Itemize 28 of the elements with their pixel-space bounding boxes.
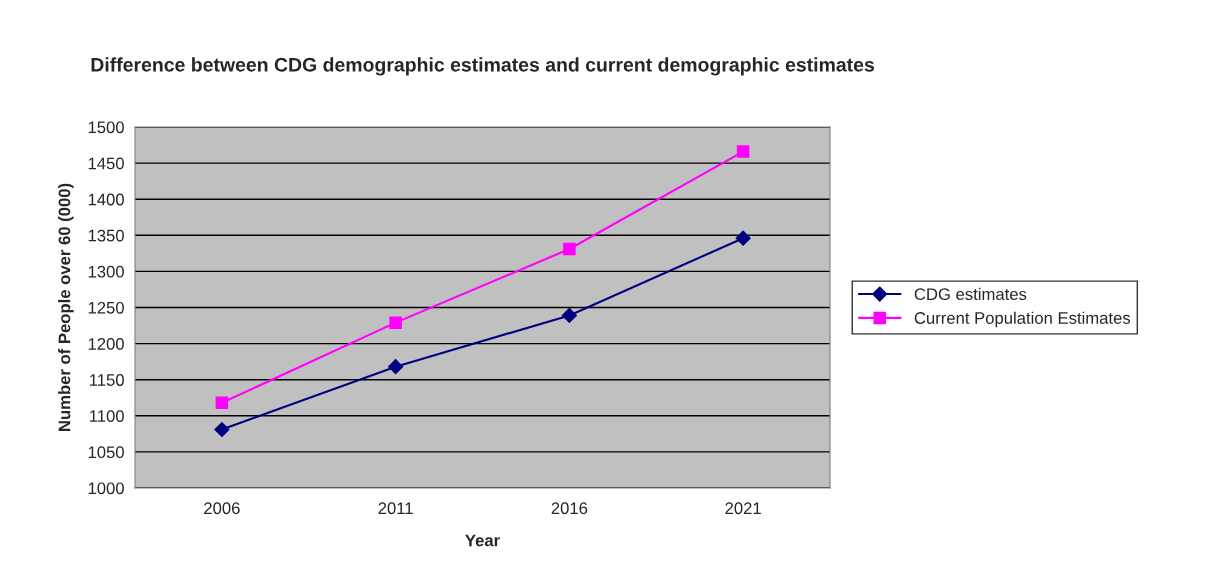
legend-label: Current Population Estimates xyxy=(914,311,1131,328)
y-tick-label: 1450 xyxy=(88,157,124,170)
point xyxy=(563,242,576,256)
x-axis-title: Year xyxy=(465,534,500,547)
x-tick-label: 2006 xyxy=(204,502,240,515)
y-tick-label: 1300 xyxy=(88,265,124,278)
point xyxy=(389,316,402,329)
y-tick-label: 1500 xyxy=(88,121,124,134)
y-tick-label: 1250 xyxy=(88,301,124,314)
point xyxy=(214,421,230,438)
legend-label: CDG estimates xyxy=(914,287,1027,301)
y-tick-label: 1100 xyxy=(90,410,124,422)
x-tick-label: 2011 xyxy=(378,502,413,515)
x-tick-label: 2016 xyxy=(551,502,588,515)
point xyxy=(561,307,577,324)
chart-title: Difference between CDG demographic estimates and current demographic estimates xyxy=(91,57,874,76)
y-tick-label: 1200 xyxy=(88,338,124,350)
y-tick-label: 1350 xyxy=(88,229,124,242)
x-tick-label: 2021 xyxy=(725,502,761,515)
point xyxy=(735,230,751,246)
point xyxy=(736,145,750,158)
y-tick-label: 1150 xyxy=(90,374,124,386)
point xyxy=(388,359,404,375)
y-tick-label: 1400 xyxy=(88,193,124,206)
y-tick-label: 1000 xyxy=(88,482,124,495)
point xyxy=(215,396,229,410)
y-tick-label: 1050 xyxy=(88,446,124,459)
y-axis-title: Number of People over 60 (000) xyxy=(58,183,74,431)
